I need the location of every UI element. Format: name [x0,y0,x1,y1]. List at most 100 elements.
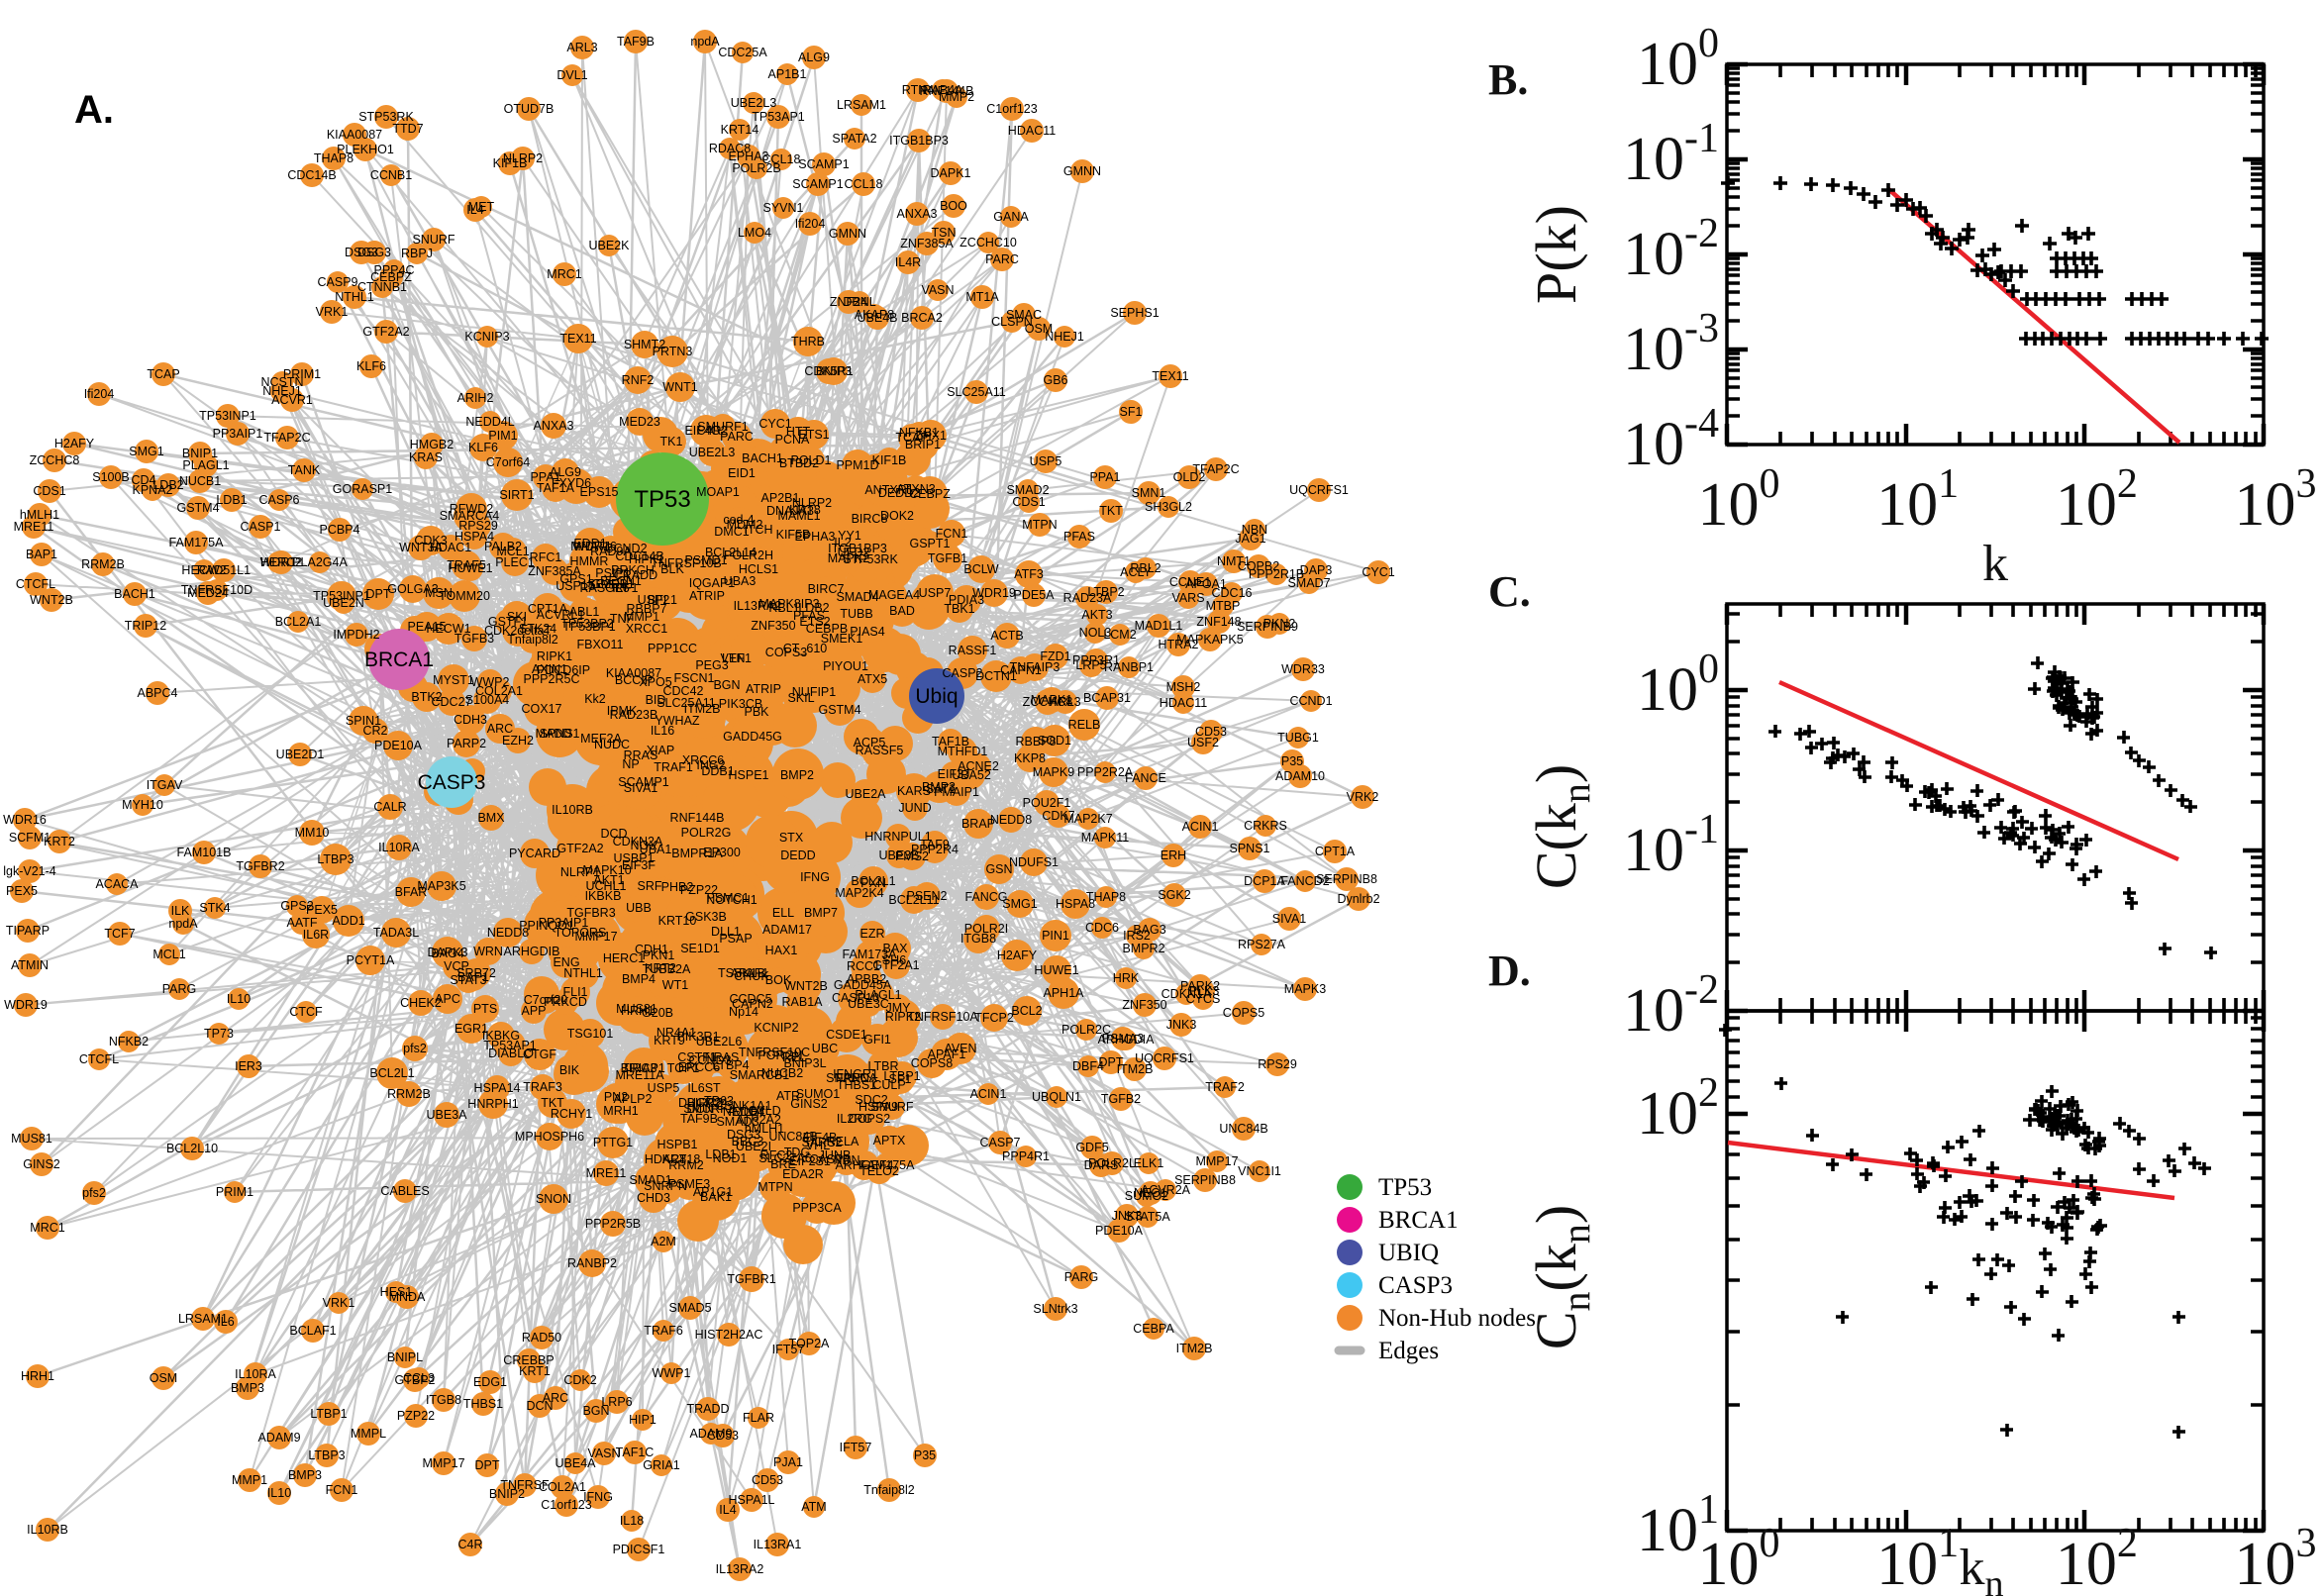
svg-text:MCL1: MCL1 [496,545,529,558]
svg-text:SGK2: SGK2 [1158,888,1190,902]
svg-text:FANCD2: FANCD2 [1280,874,1329,888]
svg-text:PTTG1: PTTG1 [593,1136,633,1149]
svg-text:SARS2: SARS2 [802,1136,843,1149]
svg-text:TSSK1B: TSSK1B [718,966,765,980]
svg-text:RAB1A: RAB1A [782,995,824,1009]
svg-text:PFAS: PFAS [1063,530,1095,544]
svg-text:GADD45A: GADD45A [834,978,892,992]
svg-text:CCND2: CCND2 [604,542,647,555]
svg-text:BACH1: BACH1 [114,587,155,601]
svg-text:ANXA3: ANXA3 [897,207,938,221]
svg-text:Ifi204: Ifi204 [795,217,826,231]
svg-text:MAPK8IP3: MAPK8IP3 [758,597,819,611]
svg-text:DARS: DARS [1084,1158,1119,1172]
svg-text:RNF144B: RNF144B [670,811,725,825]
svg-text:USP7: USP7 [919,586,952,600]
svg-text:CASP6: CASP6 [259,493,300,507]
svg-text:IL10RA: IL10RA [378,841,420,854]
svg-text:CDK7: CDK7 [1042,809,1074,823]
svg-text:DEDD: DEDD [780,848,815,862]
svg-text:LRSAM1: LRSAM1 [178,1312,228,1326]
svg-text:BFL1: BFL1 [648,593,677,607]
svg-text:ACACA: ACACA [95,877,139,891]
svg-text:EDD1: EDD1 [573,537,606,550]
svg-text:ITM2B: ITM2B [1176,1342,1213,1355]
svg-text:LTBP2: LTBP2 [1087,585,1124,599]
svg-text:SNURF: SNURF [870,1100,913,1114]
svg-text:pfs2: pfs2 [403,1042,427,1055]
svg-text:FAM175A: FAM175A [169,536,225,549]
svg-text:FLI1: FLI1 [562,985,587,999]
svg-text:ATMIN: ATMIN [11,958,49,972]
svg-text:FANCE: FANCE [1125,771,1166,785]
svg-text:HERC2: HERC2 [260,555,302,569]
svg-text:JUND: JUND [898,801,931,815]
svg-text:ARHGEF4: ARHGEF4 [835,1158,893,1172]
svg-text:UBA3: UBA3 [724,574,757,588]
svg-text:SMEK1: SMEK1 [821,632,862,646]
svg-text:CD4: CD4 [131,473,155,487]
svg-text:RFC1: RFC1 [530,550,562,564]
svg-text:TSN: TSN [932,226,957,240]
svg-text:CPT1A: CPT1A [1315,845,1356,858]
svg-text:Tnfaip8l2: Tnfaip8l2 [863,1483,914,1497]
svg-text:NFKB2: NFKB2 [109,1035,149,1048]
svg-text:GSTF1: GSTF1 [488,615,528,629]
svg-text:KARS: KARS [897,784,931,798]
svg-text:SUMO1: SUMO1 [796,1087,841,1101]
svg-text:PEX5: PEX5 [306,903,338,917]
svg-text:TFCP2: TFCP2 [974,1011,1014,1025]
svg-text:PPP4R1: PPP4R1 [1002,1149,1050,1163]
svg-text:HSPE1: HSPE1 [729,768,769,782]
svg-text:BGN: BGN [713,678,740,692]
svg-text:RTN4: RTN4 [902,83,934,97]
svg-text:MAP2K4: MAP2K4 [835,886,883,900]
svg-text:IPMK: IPMK [607,704,638,718]
svg-text:ACIN1: ACIN1 [1182,820,1219,834]
svg-text:MAPK1: MAPK1 [1031,693,1072,707]
svg-text:PSMD1: PSMD1 [684,553,727,567]
svg-text:CASP10: CASP10 [832,991,879,1005]
svg-text:VASN: VASN [587,1446,620,1460]
svg-text:NP: NP [622,757,639,771]
svg-text:NEDD8: NEDD8 [990,813,1032,827]
svg-text:NRAS: NRAS [705,1050,740,1064]
svg-text:SMURF1: SMURF1 [697,420,748,434]
svg-text:MUS81: MUS81 [11,1132,52,1146]
svg-text:TP63: TP63 [704,1094,734,1108]
svg-text:PPP1CC: PPP1CC [648,642,697,655]
svg-text:IL10: IL10 [267,1486,291,1500]
svg-text:IL4: IL4 [719,1503,736,1517]
svg-text:KLF6: KLF6 [356,359,386,373]
svg-text:PPP2R5C: PPP2R5C [524,672,580,686]
svg-text:HNRPH1: HNRPH1 [467,1097,518,1111]
svg-text:ACVR2A: ACVR2A [1141,1183,1191,1197]
svg-text:ZNF350: ZNF350 [1122,998,1166,1012]
svg-text:TGFBR3: TGFBR3 [566,906,615,920]
svg-text:BMPR1A: BMPR1A [671,847,723,860]
svg-text:IL2: IL2 [834,536,851,549]
svg-text:SMG1: SMG1 [129,445,163,458]
svg-text:WNT2B: WNT2B [784,979,828,993]
svg-text:k: k [1982,536,2008,592]
svg-text:DCD: DCD [600,827,627,841]
svg-text:RRM2B: RRM2B [81,557,125,571]
svg-text:TRAF1: TRAF1 [654,760,693,774]
svg-text:DAP3: DAP3 [1300,563,1333,577]
svg-text:IQGAP1: IQGAP1 [689,576,736,590]
svg-text:NEDD4: NEDD4 [723,1105,764,1119]
svg-text:HUWE1: HUWE1 [448,561,492,575]
svg-text:MMPL: MMPL [351,1427,386,1441]
svg-text:UBE2L6: UBE2L6 [696,1035,743,1048]
svg-text:WDR19: WDR19 [4,998,48,1012]
svg-text:SERPINB9: SERPINB9 [1237,620,1298,634]
svg-text:AP1G1: AP1G1 [693,1185,733,1199]
svg-text:TP53AP1: TP53AP1 [752,110,805,124]
svg-text:SMAD4: SMAD4 [836,590,878,604]
svg-text:TAF1C: TAF1C [616,1446,655,1459]
svg-text:APC: APC [435,992,460,1006]
svg-text:TKT: TKT [541,1096,564,1110]
svg-text:CASP4: CASP4 [810,1152,851,1166]
svg-text:MRC1: MRC1 [547,267,581,281]
svg-text:100: 100 [1637,647,1719,724]
